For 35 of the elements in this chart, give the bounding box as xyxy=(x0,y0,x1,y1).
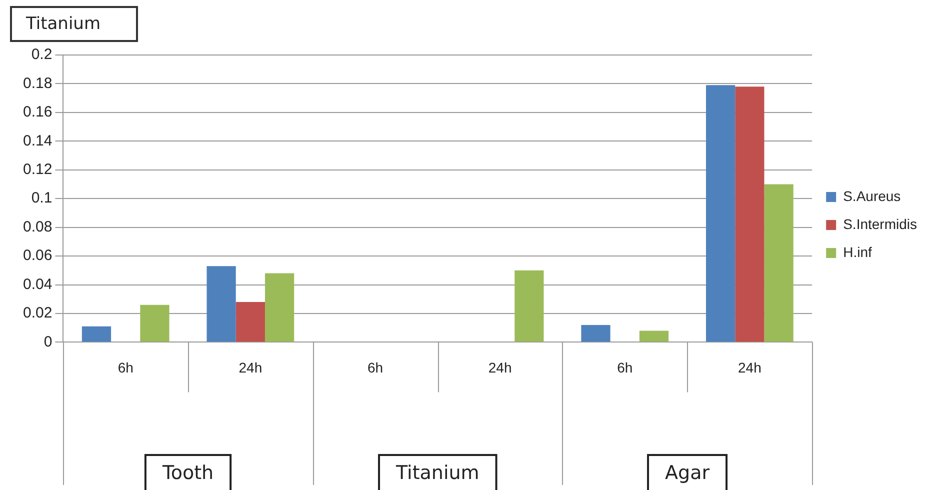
bar xyxy=(639,330,669,342)
x-tick-label: 24h xyxy=(738,359,762,376)
bar xyxy=(706,85,736,342)
x-tick-label: 6h xyxy=(118,359,134,376)
bar xyxy=(514,270,544,342)
bar xyxy=(236,302,265,342)
bar xyxy=(82,326,112,342)
bar xyxy=(140,304,170,342)
bar xyxy=(764,184,794,342)
y-tick-label: 0 xyxy=(44,333,52,350)
y-tick-label: 0.04 xyxy=(22,276,52,293)
y-tick-label: 0.08 xyxy=(22,218,52,236)
y-tick-label: 0.2 xyxy=(31,46,52,64)
legend-label: S.Aureus xyxy=(843,188,901,204)
x-tick-label: 24h xyxy=(488,359,512,376)
bar xyxy=(264,273,294,342)
chart-title: Titanium xyxy=(10,6,138,42)
y-tick-label: 0.06 xyxy=(22,247,52,264)
bar xyxy=(581,324,610,342)
y-tick-label: 0.16 xyxy=(22,104,52,121)
bar xyxy=(735,86,764,342)
y-tick-label: 0.18 xyxy=(22,74,52,92)
text: Titanium xyxy=(395,462,480,484)
bar xyxy=(206,266,236,342)
legend-label: S.Intermidis xyxy=(843,216,918,232)
x-tick-label: 6h xyxy=(617,359,633,376)
legend-label: H.inf xyxy=(843,244,872,260)
y-tick-label: 0.02 xyxy=(22,304,52,322)
y-tick-label: 0.12 xyxy=(22,161,52,178)
y-tick-label: 0.14 xyxy=(22,132,52,150)
text: Tooth xyxy=(161,462,214,484)
y-tick-label: 0.1 xyxy=(31,190,52,207)
x-tick-label: 6h xyxy=(367,359,384,376)
x-tick-label: 24h xyxy=(238,359,262,376)
text: Agar xyxy=(665,462,710,484)
